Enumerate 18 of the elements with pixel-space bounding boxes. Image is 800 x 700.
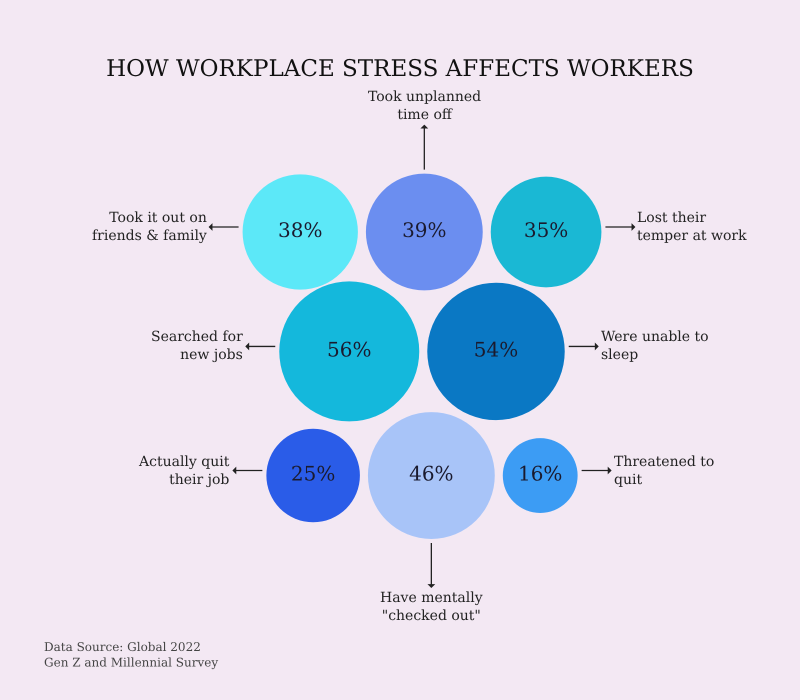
data-label: 54% [474, 337, 518, 362]
data-label: 56% [327, 337, 372, 362]
category-label: Searched for new jobs [151, 329, 244, 364]
data-label: 38% [278, 218, 322, 242]
data-label: 35% [524, 218, 568, 242]
category-label: Threatened to quit [614, 454, 714, 488]
source-note: Data Source: Global 2022 Gen Z and Millennial Survey [44, 640, 218, 670]
category-label: Actually quit their job [138, 454, 230, 488]
category-label: Were unable to sleep [601, 329, 709, 364]
data-label: 39% [402, 218, 447, 242]
category-label: Took it out on friends & family [92, 210, 207, 244]
data-label: 25% [290, 462, 336, 486]
category-label: Have mentally "checked out" [380, 590, 483, 624]
data-label: 16% [518, 462, 562, 486]
data-label: 46% [409, 462, 454, 486]
category-label: Took unplanned time off [368, 89, 482, 124]
text: HOW WORKPLACE STRESS AFFECTS WORKERS [106, 56, 694, 82]
category-label: Lost their temper at work [637, 210, 748, 244]
